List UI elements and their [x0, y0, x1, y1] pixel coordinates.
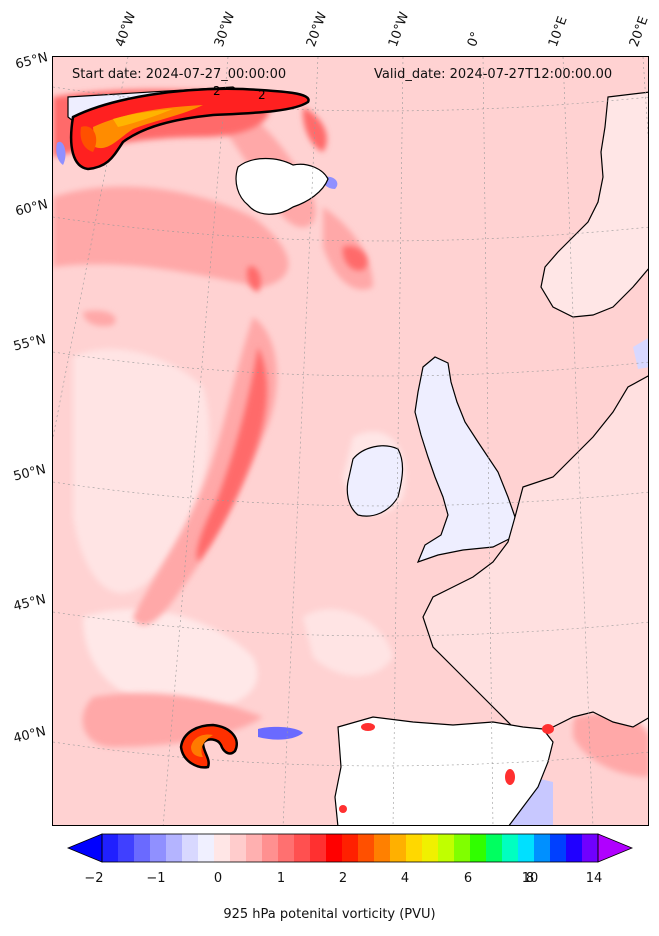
lat-label-40n: 40°N — [12, 724, 48, 747]
pv-field: 2 2 — [53, 57, 648, 825]
iceland — [235, 157, 329, 215]
colorbar-tick-label: 10 — [521, 871, 539, 886]
colorbar-swatch — [358, 834, 375, 862]
colorbar-swatch — [326, 834, 343, 862]
greenland-pv-feature: 2 2 — [69, 84, 310, 171]
colorbar-swatch — [262, 834, 279, 862]
colorbar-tick-label: 2 — [338, 871, 348, 886]
colorbar-swatch — [134, 834, 151, 862]
colorbar-swatch — [342, 834, 359, 862]
map-area: 2 2 — [52, 56, 649, 826]
coastal-pv-spots — [339, 723, 554, 813]
colorbar-swatch — [102, 834, 119, 862]
lon-label-40w: 40°W — [112, 10, 140, 49]
colorbar-swatch — [150, 834, 167, 862]
lat-label-45n: 45°N — [12, 592, 48, 615]
lat-label-65n: 65°N — [14, 50, 50, 73]
colorbar-swatch — [422, 834, 439, 862]
colorbar-swatch — [390, 834, 407, 862]
colorbar-swatch — [278, 834, 295, 862]
colorbar-swatch — [230, 834, 247, 862]
colorbar-tick-label: 14 — [585, 871, 603, 886]
lon-label-10e: 10°E — [545, 14, 571, 50]
colorbar-swatch — [118, 834, 135, 862]
colorbar-swatch — [246, 834, 263, 862]
iberian-peninsula — [334, 716, 554, 825]
colorbar-tick-label: −1 — [146, 871, 166, 886]
lat-label-50n: 50°N — [12, 462, 48, 485]
colorbar-swatch — [438, 834, 455, 862]
contour-label-greenland-2: 2 — [258, 88, 266, 102]
colorbar-tick-label: 4 — [400, 871, 410, 886]
colorbar-tick-label: 0 — [213, 871, 223, 886]
colorbar-min-arrow — [66, 833, 103, 863]
colorbar-swatches — [102, 834, 599, 862]
colorbar-swatch — [406, 834, 423, 862]
scandinavia — [540, 91, 648, 318]
lat-label-55n: 55°N — [12, 332, 48, 355]
colorbar-swatch — [518, 834, 535, 862]
colorbar-swatch — [470, 834, 487, 862]
lon-label-0: 0° — [464, 29, 485, 49]
colorbar — [66, 833, 634, 863]
lat-label-60n: 60°N — [14, 197, 50, 220]
colorbar-swatch — [486, 834, 503, 862]
colorbar-swatch — [582, 834, 599, 862]
colorbar-swatch — [294, 834, 311, 862]
graticule — [53, 57, 648, 825]
colorbar-tick-label: −2 — [84, 871, 104, 886]
colorbar-max-arrow — [597, 833, 634, 863]
lon-label-10w: 10°W — [385, 10, 413, 49]
lon-label-20w: 20°W — [303, 10, 331, 49]
colorbar-frame — [101, 833, 599, 863]
lon-label-20e: 20°E — [626, 14, 652, 50]
colorbar-tick-label: 1 — [276, 871, 286, 886]
colorbar-tick-label: 8 — [525, 871, 535, 886]
colorbar-swatch — [454, 834, 471, 862]
colorbar-swatch — [534, 834, 551, 862]
colorbar-swatch — [566, 834, 583, 862]
land-masses — [67, 86, 648, 825]
colorbar-swatch — [502, 834, 519, 862]
lon-label-30w: 30°W — [211, 10, 239, 49]
colorbar-swatch — [310, 834, 327, 862]
colorbar-swatch — [166, 834, 183, 862]
atlantic-pv-feature — [179, 723, 238, 769]
colorbar-swatch — [550, 834, 567, 862]
great-britain — [414, 356, 516, 564]
colorbar-label: 925 hPa potenital vorticity (PVU) — [223, 907, 436, 922]
colorbar-swatch — [198, 834, 215, 862]
colorbar-swatch — [182, 834, 199, 862]
contour-label-greenland: 2 — [213, 84, 221, 98]
start-date-label: Start date: 2024-07-27_00:00:00 — [72, 67, 287, 82]
colorbar-swatch — [214, 834, 231, 862]
valid-date-label: Valid_date: 2024-07-27T12:00:00.00 — [374, 67, 613, 82]
colorbar-swatch — [374, 834, 391, 862]
colorbar-tick-label: 6 — [463, 871, 473, 886]
ireland — [346, 445, 404, 517]
